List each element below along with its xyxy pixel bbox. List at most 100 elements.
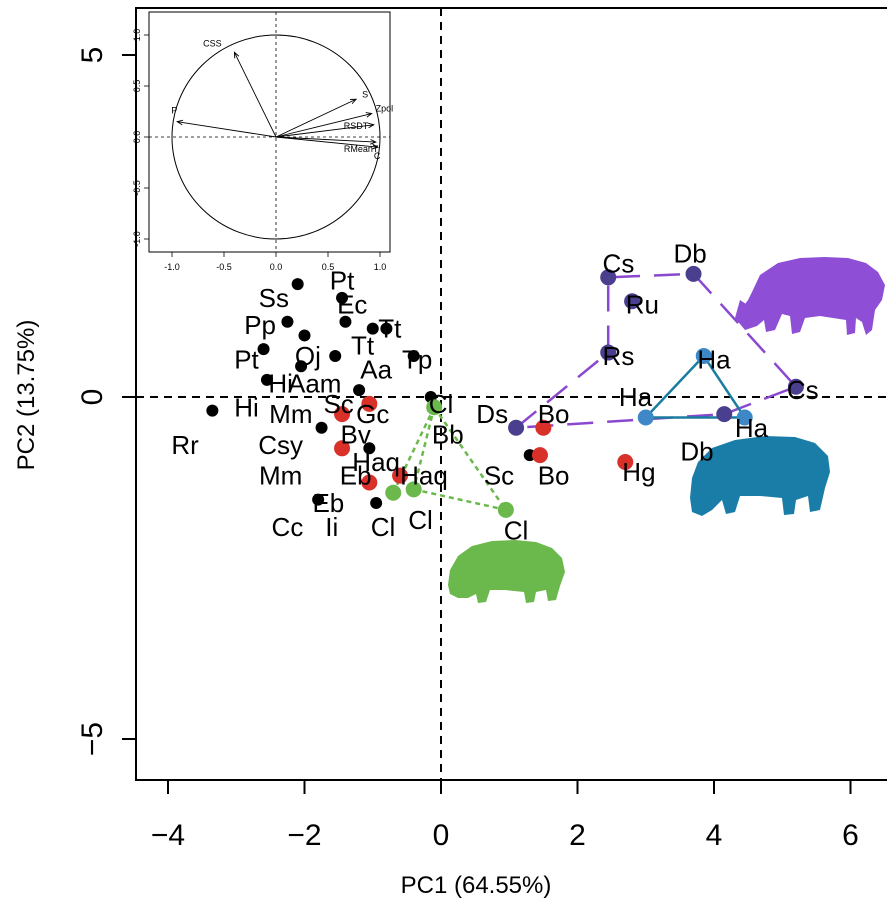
point-label-29: Cl [408,505,433,535]
loading-vector-2 [275,113,372,138]
purple-point-6 [508,419,525,436]
point-label-13: Mm [269,399,312,429]
rhino-silhouette-icon [735,257,885,335]
black-point-11 [407,349,420,362]
point-label-33: Sc [484,461,514,491]
inset-y-tick-label-1: -0.5 [132,180,142,196]
point-label-24: Haq [400,461,448,491]
plot-frame [135,7,887,781]
inset-x-tick-label-3: 0.5 [322,262,335,272]
hippo-green-silhouette-icon [448,540,565,603]
purple-point-5 [716,406,733,423]
point-label-31: Ds [476,399,508,429]
loading-label-4: RMeanT [344,144,379,154]
point-label-12: Hi [234,392,259,422]
x-tick-label-1: −2 [287,819,321,852]
inset-x-tick-label-4: 1.0 [374,262,387,272]
black-point-2 [257,343,270,356]
x-tick-label-0: −4 [151,819,185,852]
loading-arrowhead-1 [350,98,358,105]
loading-vector-0 [233,52,277,138]
black-point-12 [353,384,366,397]
point-label-19: Bv [341,420,371,450]
point-label-15: Gc [356,399,389,429]
green-point-2 [405,481,422,498]
point-label-9: Aa [360,355,392,385]
point-label-41: Ha [619,382,653,412]
loading-arrowhead-3 [367,122,375,129]
red-point-3 [392,467,409,484]
point-label-43: Ha [735,413,769,443]
point-label-27: Ii [325,512,338,542]
axis-ticks: −4 −2 0 2 4 6 −5 0 5 [76,47,859,852]
point-label-35: Hg [622,457,655,487]
point-label-11: Aam [288,368,341,398]
point-label-2: Ec [337,290,367,320]
purple-point-1 [685,265,702,282]
black-point-9 [329,349,342,362]
scatter-points [206,265,804,518]
inset-x-tick-label-0: -1.0 [164,262,180,272]
point-label-16: Cl [429,389,454,419]
point-label-21: Haq [352,447,400,477]
green-point-1 [385,484,402,501]
black-point-10 [295,360,308,373]
black-point-3 [260,373,273,386]
inset-x-tick-label-1: -0.5 [216,262,232,272]
black-point-0 [291,278,304,291]
loading-label-5: C [374,151,381,161]
inset-x-tick-label-2: 0.0 [270,262,283,272]
loading-vector-5 [275,136,378,148]
black-point-18 [312,493,325,506]
point-label-26: Cc [272,512,304,542]
purple-point-4 [787,378,804,395]
black-point-14 [315,421,328,434]
x-axis-title: PC1 (64.55%) [401,872,552,899]
point-label-34: Bo [538,461,570,491]
point-label-39: Rs [603,341,635,371]
loading-arrowhead-5 [372,143,380,150]
inset-y-tick-label-2: 0.0 [132,131,142,144]
red-point-6 [531,447,548,464]
point-label-44: Db [680,437,713,467]
point-label-4: Tt [378,314,402,344]
red-point-4 [361,474,378,491]
black-point-6 [339,315,352,328]
green-group-line [392,406,507,512]
point-label-7: Oj [295,341,321,371]
point-label-30: Cl [504,515,529,545]
blue-point-1 [637,409,654,426]
loading-vector-6 [177,121,277,138]
point-label-40: Ha [697,344,731,374]
y-tick-label-2: 5 [76,47,109,64]
point-label-38: Ru [626,290,659,320]
point-label-42: Cs [787,375,819,405]
red-point-1 [361,395,378,412]
loading-arrowhead-0 [233,51,240,59]
loading-vector-1 [275,98,357,138]
purple-point-2 [624,293,641,310]
loadings-inset: -1.0 -0.5 0.0 0.5 1.0 -1.0 -0.5 0.0 0.5 1.0 CSS S Zp… [132,11,393,272]
loading-arrowhead-2 [365,112,373,118]
point-label-18: Csy [258,430,303,460]
green-point-3 [497,501,514,518]
loading-vector-3 [275,124,374,138]
inset-y-tick-label-4: 1.0 [132,29,142,42]
black-point-1 [281,315,294,328]
black-point-17 [370,497,383,510]
loading-vector-4 [275,136,376,143]
black-point-15 [363,442,376,455]
point-label-5: Tt [351,331,375,361]
point-label-14: Sc [323,389,353,419]
loading-arrowhead-6 [176,119,184,126]
black-point-19 [206,404,219,417]
red-point-2 [334,440,351,457]
black-point-4 [298,329,311,342]
inset-frame [148,11,391,253]
point-label-6: Pt [234,344,259,374]
y-tick-label-1: 0 [76,389,109,406]
red-point-5 [535,419,552,436]
loading-label-3: RSDT [344,121,369,131]
